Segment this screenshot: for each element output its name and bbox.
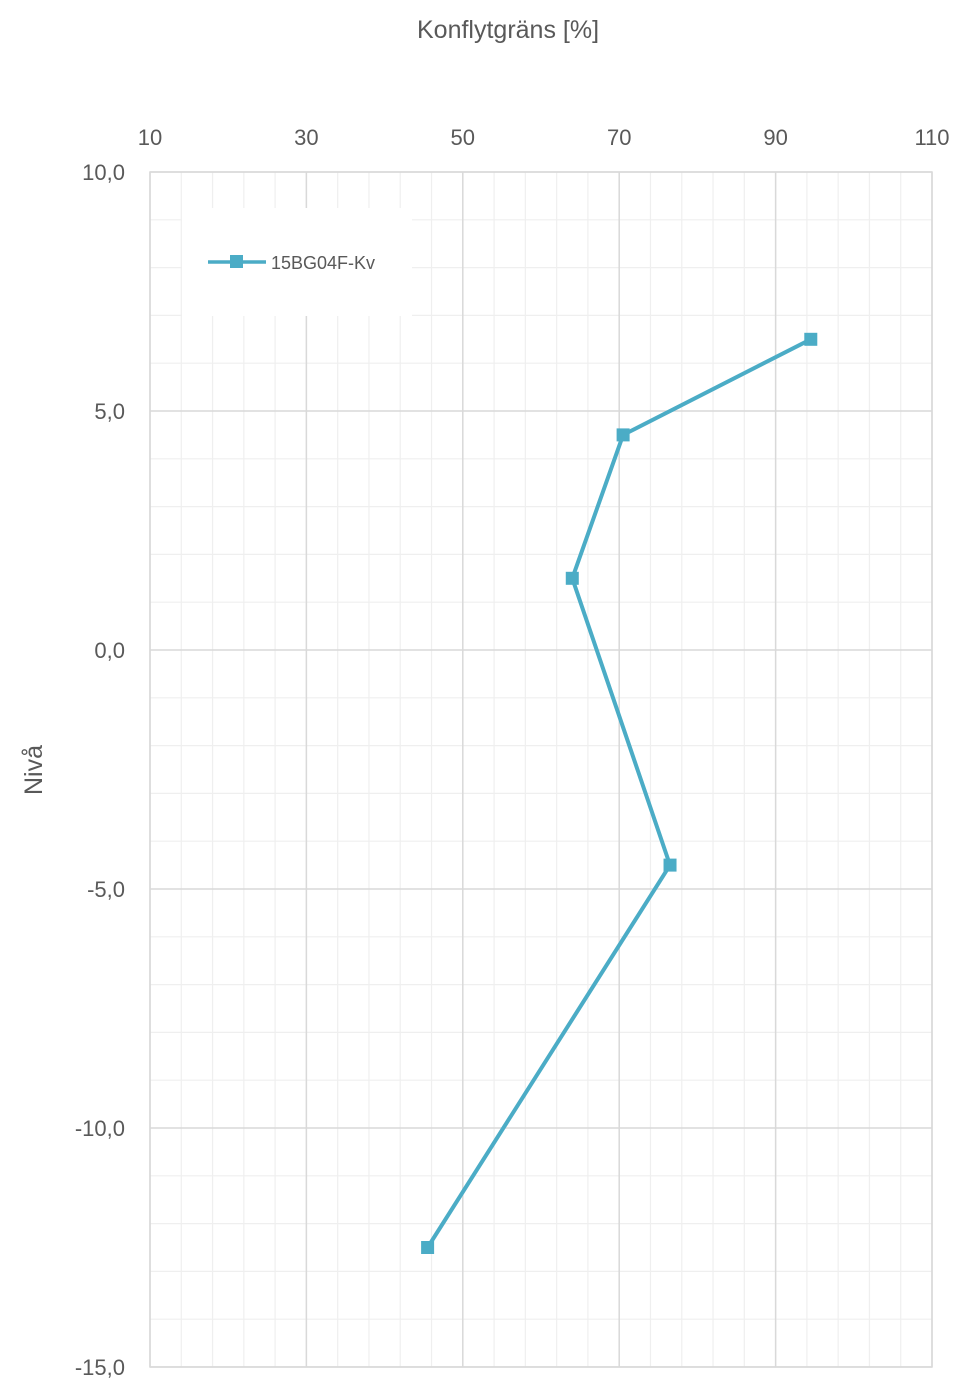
x-tick-label: 110 xyxy=(914,125,949,150)
data-point-marker xyxy=(663,858,677,872)
data-point-marker xyxy=(804,332,818,346)
y-tick-label: 5,0 xyxy=(94,399,125,424)
x-axis-title: Konflytgräns [%] xyxy=(417,16,599,44)
x-tick-label: 50 xyxy=(451,125,475,150)
y-tick-label: -5,0 xyxy=(87,877,125,902)
y-tick-label: 0,0 xyxy=(94,638,125,663)
legend-series-label: 15BG04F-Kv xyxy=(271,253,375,273)
x-tick-label: 30 xyxy=(294,125,318,150)
x-tick-label: 10 xyxy=(138,125,162,150)
y-tick-label: -15,0 xyxy=(75,1355,125,1380)
data-point-marker xyxy=(616,428,630,442)
legend-series-marker xyxy=(230,255,243,268)
x-tick-label: 70 xyxy=(607,125,631,150)
x-tick-label: 90 xyxy=(763,125,787,150)
series-layer xyxy=(421,332,818,1254)
y-axis-tick-labels: 10,0 5,0 0,0 -5,0 -10,0 -15,0 xyxy=(75,160,125,1380)
data-point-marker xyxy=(421,1241,435,1254)
y-axis-title: Nivå xyxy=(20,745,48,795)
legend: 15BG04F-Kv xyxy=(182,208,412,316)
y-tick-label: -10,0 xyxy=(75,1116,125,1141)
plot-area-border xyxy=(149,171,933,1368)
x-axis-tick-labels: 10 30 50 70 90 110 xyxy=(138,125,950,150)
y-tick-label: 10,0 xyxy=(82,160,125,185)
data-point-marker xyxy=(565,571,579,585)
